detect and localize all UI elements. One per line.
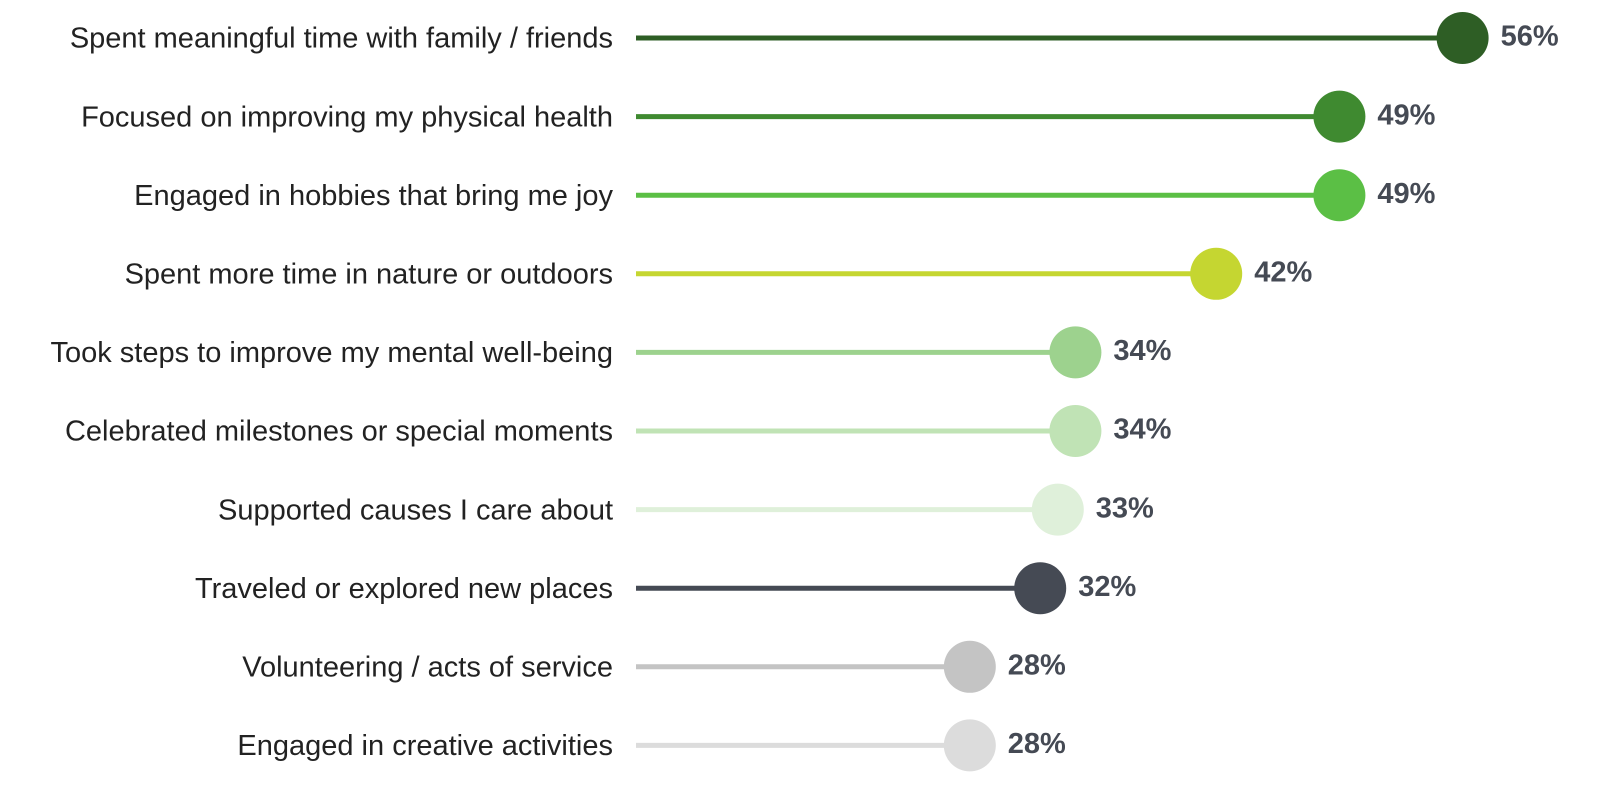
- value-label: 56%: [1501, 21, 1559, 53]
- value-label: 42%: [1254, 256, 1312, 288]
- dot: [943, 640, 996, 693]
- category-label: Engaged in hobbies that bring me joy: [134, 180, 613, 212]
- value-label: 28%: [1008, 649, 1066, 681]
- value-label: 49%: [1377, 178, 1435, 210]
- dot: [1049, 405, 1102, 457]
- category-label: Supported causes I care about: [218, 494, 613, 526]
- value-label: 49%: [1377, 99, 1435, 131]
- category-label: Spent meaningful time with family / frie…: [70, 23, 613, 55]
- dot: [1313, 90, 1366, 143]
- category-label: Focused on improving my physical health: [81, 101, 613, 133]
- value-label: 32%: [1078, 571, 1136, 603]
- category-label: Engaged in creative activities: [237, 730, 613, 762]
- category-label: Spent more time in nature or outdoors: [125, 258, 613, 290]
- category-label: Volunteering / acts of service: [242, 651, 613, 683]
- dot: [1436, 12, 1489, 64]
- category-label: Traveled or explored new places: [195, 573, 613, 605]
- value-label: 28%: [1008, 728, 1066, 760]
- value-label: 34%: [1113, 335, 1171, 367]
- value-label: 34%: [1113, 414, 1171, 446]
- dot: [943, 719, 996, 772]
- category-label: Celebrated milestones or special moments: [65, 416, 613, 448]
- dot: [1031, 483, 1084, 536]
- dot: [1014, 562, 1067, 615]
- category-label: Took steps to improve my mental well-bei…: [50, 337, 613, 369]
- dot: [1313, 169, 1366, 222]
- dot: [1190, 247, 1243, 300]
- value-label: 33%: [1096, 492, 1154, 524]
- dot: [1049, 326, 1102, 379]
